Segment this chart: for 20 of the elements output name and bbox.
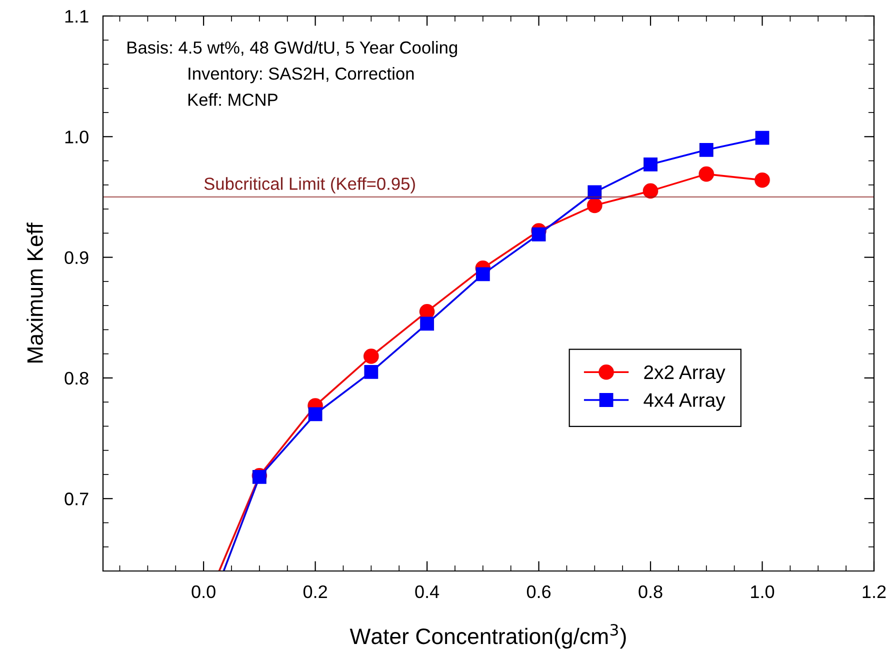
x-tick-label: 0.0 — [192, 585, 216, 598]
y-tick-label: 1.0 — [65, 130, 88, 144]
annotation: Inventory: SAS2H, Correction — [188, 67, 414, 84]
y-tick-label: 0.7 — [64, 492, 88, 506]
x-tick-label: 0.8 — [638, 585, 662, 598]
x-tick-label: 0.2 — [303, 585, 327, 598]
x-tick-label: 1.0 — [751, 585, 774, 598]
y-tick-label: 1.1 — [65, 10, 88, 23]
x-tick-label: 0.6 — [526, 585, 551, 598]
y-tick-label: 0.9 — [64, 251, 88, 264]
y-axis-title: Maximum Keff — [26, 222, 43, 362]
x-axis-title: Water Concentration(g/cm$^{3}$) — [350, 624, 626, 649]
ref-line-label: Subcritical Limit (Keff=0.95) — [204, 177, 415, 194]
annotation: Keff: MCNP — [188, 93, 278, 106]
annotation: Basis: 4.5 wt%, 48 GWd/tU, 5 Year Cooling — [128, 40, 457, 58]
x-tick-label: 0.4 — [415, 585, 440, 598]
y-tick-label: 0.8 — [64, 372, 88, 385]
legend-label: 2x2 Array — [644, 365, 726, 383]
x-tick-label: 1.2 — [862, 585, 886, 598]
legend-label: 4x4 Array — [644, 393, 726, 411]
